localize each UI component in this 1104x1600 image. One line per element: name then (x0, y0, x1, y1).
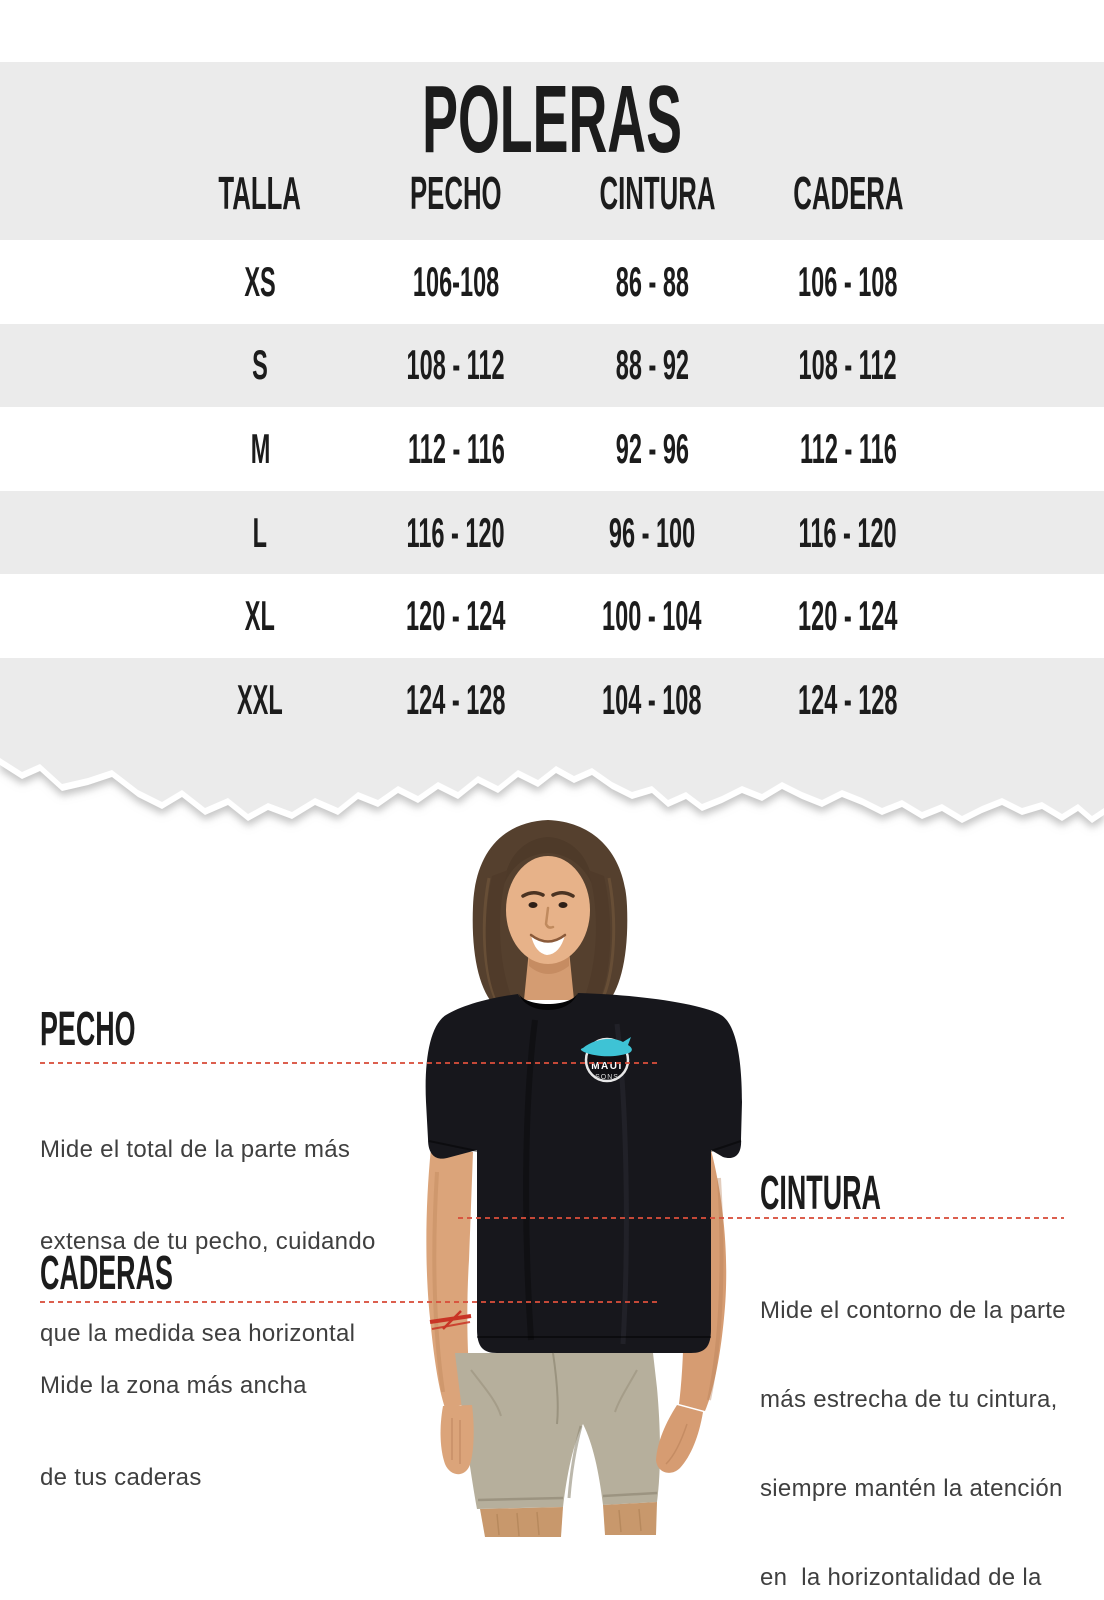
cell-talla: S (252, 341, 268, 389)
cell-cintura: 92 - 96 (615, 424, 689, 472)
cell-cadera: 112 - 116 (799, 424, 897, 472)
cell-talla: XS (244, 257, 276, 305)
column-header-talla: TALLA (218, 167, 302, 219)
cell-talla: M (250, 424, 270, 472)
pecho-heading: PECHO (40, 1003, 136, 1056)
cintura-description: Mide el contorno de la parte más estrech… (760, 1297, 1066, 1591)
cell-pecho: 112 - 116 (407, 424, 505, 472)
caderas-heading: CADERAS (40, 1247, 173, 1300)
tshirt (425, 993, 742, 1353)
cell-talla: XXL (237, 675, 283, 723)
table-row: XS 106-108 86 - 88 106 - 108 (0, 240, 1104, 324)
cell-cadera: 124 - 128 (798, 675, 898, 723)
caderas-measure-line (40, 1301, 660, 1303)
maui-sons-logo: MAUI SONS (580, 1037, 632, 1083)
table-row: L 116 - 120 96 - 100 116 - 120 (0, 491, 1104, 575)
cell-cadera: 120 - 124 (798, 592, 898, 640)
shorts (455, 1353, 660, 1509)
red-bracelet (429, 1310, 472, 1330)
cell-cintura: 100 - 104 (602, 592, 702, 640)
cell-talla: XL (244, 592, 276, 640)
size-chart-panel: POLERAS TALLA PECHO CINTURA CADERA XS 10… (0, 62, 1104, 740)
cell-cadera: 106 - 108 (798, 257, 898, 305)
table-header-row: TALLA PECHO CINTURA CADERA (162, 168, 946, 218)
caderas-description: Mide la zona más ancha de tus caderas (40, 1372, 307, 1491)
cintura-heading: CINTURA (760, 1167, 881, 1220)
pecho-measure-line (40, 1062, 660, 1064)
cell-pecho: 108 - 112 (406, 341, 506, 389)
table-row: XL 120 - 124 100 - 104 120 - 124 (0, 574, 1104, 658)
page-title: POLERAS (0, 70, 1104, 170)
svg-text:SONS: SONS (595, 1074, 619, 1081)
cell-pecho: 116 - 120 (406, 508, 506, 556)
cell-pecho: 120 - 124 (406, 592, 506, 640)
column-header-pecho: PECHO (410, 167, 502, 219)
cell-cintura: 88 - 92 (615, 341, 689, 389)
cell-pecho: 124 - 128 (406, 675, 506, 723)
svg-text:MAUI: MAUI (591, 1061, 623, 1072)
shark-icon (580, 1037, 632, 1057)
right-leg (603, 1502, 657, 1535)
page-title-text: POLERAS (422, 66, 682, 173)
cell-cintura: 86 - 88 (615, 257, 689, 305)
left-leg (480, 1507, 563, 1537)
left-arm (426, 1148, 473, 1408)
table-row: M 112 - 116 92 - 96 112 - 116 (0, 407, 1104, 491)
column-header-cintura: CINTURA (599, 167, 716, 219)
cell-pecho: 106-108 (412, 257, 500, 305)
table-row: S 108 - 112 88 - 92 108 - 112 (0, 324, 1104, 408)
cell-cadera: 116 - 120 (798, 508, 898, 556)
cell-cadera: 108 - 112 (798, 341, 898, 389)
cell-talla: L (252, 508, 268, 556)
cell-cintura: 104 - 108 (602, 675, 702, 723)
column-header-cadera: CADERA (793, 167, 904, 219)
pecho-description: Mide el total de la parte más extensa de… (40, 1136, 376, 1347)
left-hand (440, 1405, 474, 1475)
table-row: XXL 124 - 128 104 - 108 124 - 128 (0, 658, 1104, 742)
size-table: XS 106-108 86 - 88 106 - 108 S 108 - 112… (0, 240, 1104, 742)
model-photo: MAUI SONS (425, 820, 742, 1537)
cell-cintura: 96 - 100 (608, 508, 696, 556)
cintura-measure-line (458, 1217, 1064, 1219)
right-hand (656, 1405, 703, 1473)
